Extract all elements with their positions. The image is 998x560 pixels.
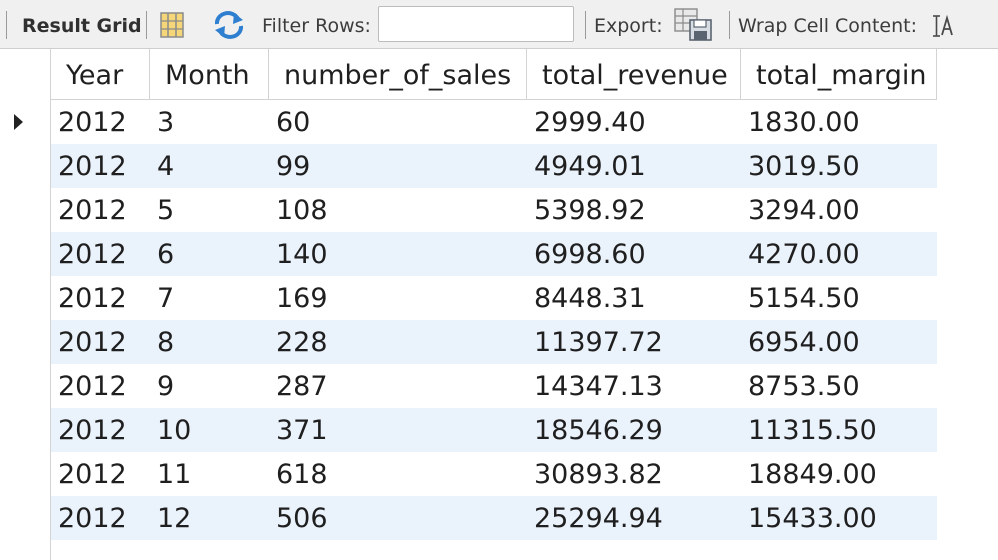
column-header-number-of-sales[interactable]: number_of_sales (269, 49, 527, 100)
cell-number-of-sales[interactable]: 287 (276, 371, 328, 402)
column-header-total-revenue[interactable]: total_revenue (527, 49, 741, 100)
table-row[interactable]: 2012 12 506 25294.94 15433.00 (51, 496, 937, 540)
cell-total-margin[interactable]: 5154.50 (748, 283, 860, 314)
current-row-indicator-icon (14, 114, 23, 130)
table-row[interactable]: 2012 10 371 18546.29 11315.50 (51, 408, 937, 452)
toolbar-separator (6, 11, 7, 39)
cell-year[interactable]: 2012 (58, 107, 127, 138)
cell-number-of-sales[interactable]: 140 (276, 239, 328, 270)
cell-month[interactable]: 11 (157, 459, 192, 490)
export-save-icon[interactable] (674, 8, 714, 42)
cell-month[interactable]: 7 (157, 283, 175, 314)
cell-month[interactable]: 6 (157, 239, 175, 270)
cell-total-revenue[interactable]: 18546.29 (534, 415, 663, 446)
table-row[interactable]: 2012 5 108 5398.92 3294.00 (51, 188, 937, 232)
cell-year[interactable]: 2012 (58, 195, 127, 226)
cell-total-margin[interactable]: 3019.50 (748, 151, 860, 182)
cell-total-margin[interactable]: 6954.00 (748, 327, 860, 358)
cell-number-of-sales[interactable]: 228 (276, 327, 328, 358)
cell-total-revenue[interactable]: 5398.92 (534, 195, 646, 226)
cell-year[interactable]: 2012 (58, 503, 127, 534)
cell-total-margin[interactable]: 4270.00 (748, 239, 860, 270)
wrap-text-icon[interactable] (930, 14, 956, 38)
cell-month[interactable]: 12 (157, 503, 192, 534)
column-header-month[interactable]: Month (150, 49, 269, 100)
grid-layout-icon[interactable] (160, 12, 184, 38)
cell-total-margin[interactable]: 8753.50 (748, 371, 860, 402)
cell-month[interactable]: 9 (157, 371, 175, 402)
cell-year[interactable]: 2012 (58, 371, 127, 402)
cell-total-revenue[interactable]: 6998.60 (534, 239, 646, 270)
table-row[interactable]: 2012 4 99 4949.01 3019.50 (51, 144, 937, 188)
cell-total-revenue[interactable]: 30893.82 (534, 459, 663, 490)
cell-total-revenue[interactable]: 4949.01 (534, 151, 646, 182)
cell-number-of-sales[interactable]: 60 (276, 107, 311, 138)
cell-year[interactable]: 2012 (58, 283, 127, 314)
table-row[interactable]: 2012 11 618 30893.82 18849.00 (51, 452, 937, 496)
table-row[interactable]: 2012 8 228 11397.72 6954.00 (51, 320, 937, 364)
toolbar-separator (585, 11, 586, 39)
cell-year[interactable]: 2012 (58, 459, 127, 490)
cell-year[interactable]: 2012 (58, 327, 127, 358)
cell-number-of-sales[interactable]: 99 (276, 151, 311, 182)
cell-month[interactable]: 10 (157, 415, 192, 446)
column-header-total-margin[interactable]: total_margin (741, 49, 937, 100)
cell-number-of-sales[interactable]: 371 (276, 415, 328, 446)
cell-total-revenue[interactable]: 25294.94 (534, 503, 663, 534)
cell-total-margin[interactable]: 1830.00 (748, 107, 860, 138)
cell-number-of-sales[interactable]: 108 (276, 195, 328, 226)
cell-total-margin[interactable]: 3294.00 (748, 195, 860, 226)
cell-month[interactable]: 4 (157, 151, 175, 182)
cell-number-of-sales[interactable]: 618 (276, 459, 328, 490)
refresh-icon[interactable] (212, 11, 246, 39)
cell-month[interactable]: 3 (157, 107, 175, 138)
result-grid: Year Month number_of_sales total_revenue… (0, 49, 998, 560)
row-header-column (0, 49, 51, 560)
cell-total-revenue[interactable]: 11397.72 (534, 327, 663, 358)
toolbar-separator (729, 11, 730, 39)
table-row[interactable]: 2012 3 60 2999.40 1830.00 (51, 100, 937, 144)
result-grid-tab[interactable]: Result Grid (22, 15, 142, 37)
cell-total-revenue[interactable]: 14347.13 (534, 371, 663, 402)
cell-month[interactable]: 8 (157, 327, 175, 358)
cell-number-of-sales[interactable]: 169 (276, 283, 328, 314)
table-row[interactable]: 2012 7 169 8448.31 5154.50 (51, 276, 937, 320)
cell-year[interactable]: 2012 (58, 239, 127, 270)
cell-number-of-sales[interactable]: 506 (276, 503, 328, 534)
wrap-cell-content-label: Wrap Cell Content: (738, 15, 918, 37)
table-row[interactable]: 2012 9 287 14347.13 8753.50 (51, 364, 937, 408)
cell-total-revenue[interactable]: 8448.31 (534, 283, 646, 314)
cell-total-margin[interactable]: 11315.50 (748, 415, 877, 446)
cell-year[interactable]: 2012 (58, 151, 127, 182)
table-row[interactable]: 2012 6 140 6998.60 4270.00 (51, 232, 937, 276)
cell-total-margin[interactable]: 18849.00 (748, 459, 877, 490)
result-toolbar: Result Grid Filter Rows: Export: (0, 0, 998, 49)
cell-month[interactable]: 5 (157, 195, 175, 226)
toolbar-separator (146, 11, 147, 39)
filter-rows-label: Filter Rows: (262, 15, 371, 37)
cell-total-margin[interactable]: 15433.00 (748, 503, 877, 534)
column-header-year[interactable]: Year (51, 49, 150, 100)
cell-year[interactable]: 2012 (58, 415, 127, 446)
export-label: Export: (594, 15, 663, 37)
filter-rows-input[interactable] (378, 6, 574, 42)
cell-total-revenue[interactable]: 2999.40 (534, 107, 646, 138)
